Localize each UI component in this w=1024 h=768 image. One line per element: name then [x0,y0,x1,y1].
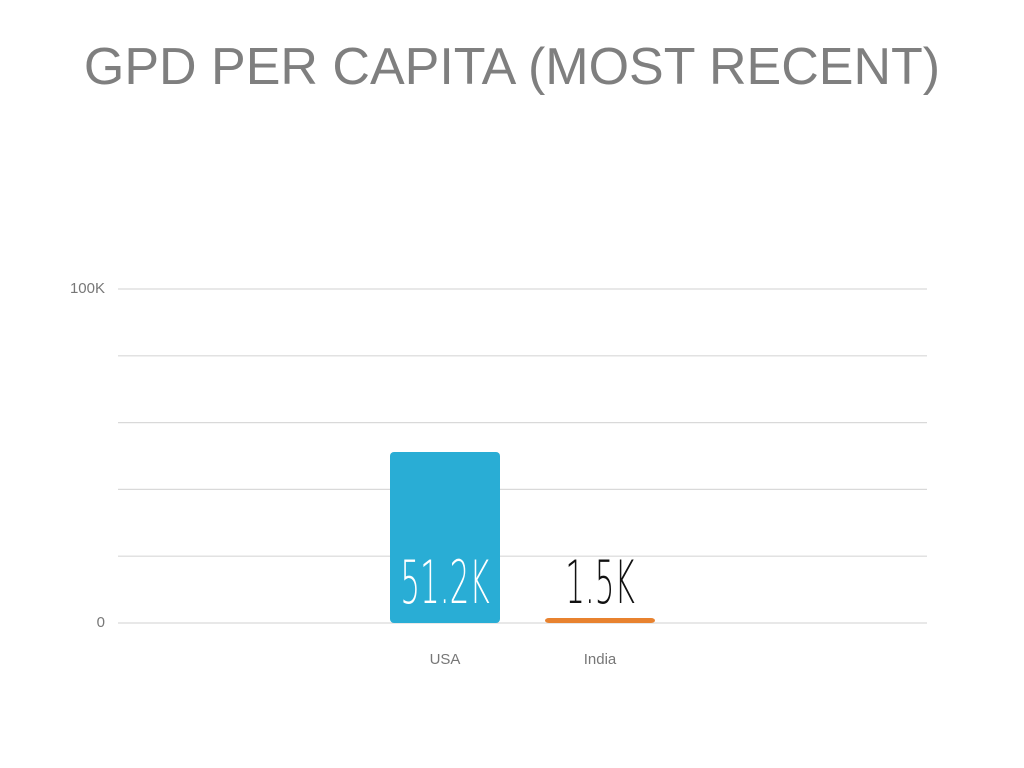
value-label: 51.2K [400,549,489,618]
bar [390,451,500,623]
x-tick-label: USA [430,651,461,668]
value-label: 1.5K [565,549,635,618]
chart-title: GPD PER CAPITA (MOST RECENT) [84,38,940,96]
bar [545,617,655,623]
y-tick-label: 0 [97,614,105,631]
x-tick-label: India [584,651,617,668]
y-tick-label: 100K [70,280,105,297]
